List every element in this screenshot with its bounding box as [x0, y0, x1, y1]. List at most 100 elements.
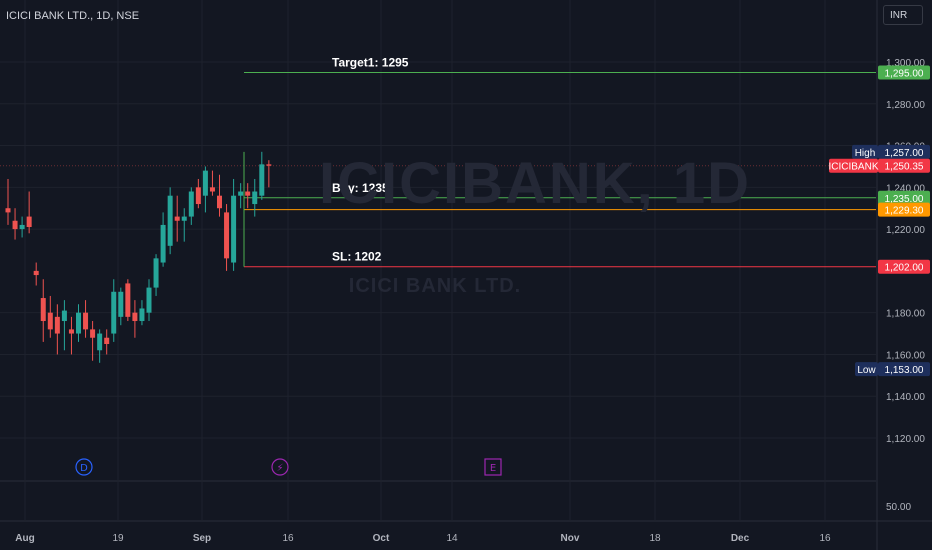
candle — [97, 329, 103, 363]
candle — [47, 295, 53, 338]
candle-body — [111, 291, 117, 334]
y-tick-label: 1,280.00 — [886, 100, 925, 111]
entry-price-tag-text: 1,235.00 — [885, 194, 924, 205]
event-marker-text: D — [80, 463, 88, 474]
high-side-tag: High — [852, 144, 878, 159]
symbol-side-tag-bg — [829, 158, 878, 173]
prev-close-tag: 1,229.30 — [878, 202, 930, 217]
candle-body — [174, 216, 180, 221]
candle-body — [19, 224, 25, 230]
candle — [118, 287, 124, 326]
event-marker: ⚡ — [271, 458, 289, 476]
candle-body — [209, 187, 215, 192]
last-price-tag-bg — [878, 158, 930, 173]
x-tick-label: 18 — [649, 533, 661, 544]
last-price-tag-text: 1,250.35 — [885, 162, 924, 173]
candle-body — [188, 191, 194, 217]
x-tick-label: 14 — [446, 533, 458, 544]
candle — [245, 183, 251, 209]
level-lines: Target1: 1295 Buy: 1235 SL: 1202 — [0, 55, 876, 268]
high-price-tag: 1,257.00 — [878, 144, 930, 159]
currency-button[interactable]: INR — [883, 5, 923, 25]
candle — [266, 160, 272, 188]
candle-body — [61, 310, 67, 322]
candle — [259, 151, 265, 200]
candle — [104, 329, 110, 355]
x-tick-label: 19 — [112, 533, 124, 544]
candle — [111, 279, 117, 342]
chart-title: ICICI BANK LTD., 1D, NSE — [6, 10, 140, 22]
candle-body — [5, 208, 11, 213]
dividend-icon — [75, 458, 93, 476]
candle-body — [231, 195, 237, 263]
entry-price-tag-bg — [878, 190, 930, 205]
candle — [12, 208, 18, 240]
price-axis: 1,300.001,280.001,260.001,240.001,220.00… — [886, 58, 925, 513]
candle-body — [167, 195, 173, 246]
y-tick-label: 1,220.00 — [886, 225, 925, 236]
y-tick-label: 1,240.00 — [886, 183, 925, 194]
candle-body — [181, 216, 187, 221]
low-side-tag-text: Low — [857, 365, 876, 376]
candle-body — [125, 283, 131, 317]
candle-body — [54, 316, 60, 334]
candle-body — [90, 329, 96, 338]
candle-body — [153, 258, 159, 288]
y-tick-label: 1,140.00 — [886, 392, 925, 403]
candle-body — [118, 291, 124, 317]
target-label: Target1: 1295 — [332, 55, 409, 69]
stop-price-tag-text: 1,202.00 — [885, 263, 924, 274]
low-side-tag-bg — [855, 362, 878, 377]
candle — [188, 187, 194, 225]
low-side-tag: Low — [855, 362, 878, 377]
candle-body — [40, 298, 46, 322]
candle-body — [252, 191, 258, 205]
event-marker: D — [75, 458, 93, 476]
candle-body — [266, 164, 272, 166]
x-tick-label: Sep — [193, 533, 211, 544]
candle — [68, 316, 74, 355]
candle — [19, 216, 25, 238]
entry-price-tag: 1,235.00 — [878, 190, 930, 205]
volume-axis-label: 50.00 — [886, 502, 911, 513]
candle — [83, 300, 89, 338]
candle-body — [83, 312, 89, 330]
candle — [153, 254, 159, 296]
candle — [125, 279, 131, 322]
candle — [132, 300, 138, 338]
x-tick-label: 16 — [819, 533, 831, 544]
candle — [181, 208, 187, 242]
earnings-icon — [484, 458, 502, 476]
high-side-tag-bg — [852, 144, 878, 159]
candle — [146, 279, 152, 322]
candle — [202, 166, 208, 213]
stop-price-tag-bg — [878, 259, 930, 274]
event-marker: E — [484, 458, 502, 476]
candle-body — [33, 270, 39, 276]
candle-body — [202, 170, 208, 196]
y-tick-label: 1,160.00 — [886, 350, 925, 361]
x-tick-label: Nov — [561, 533, 580, 544]
high-price-tag-text: 1,257.00 — [885, 148, 924, 159]
symbol-watermark: ICICIBANK, 1D — [318, 151, 752, 216]
candle — [167, 187, 173, 255]
name-watermark: ICICI BANK LTD. — [348, 275, 522, 297]
candles — [5, 151, 272, 363]
candle-body — [245, 191, 251, 196]
symbol-side-tag: ICICIBANK — [828, 158, 879, 173]
last-price-tag: 1,250.35 — [878, 158, 930, 173]
time-axis: Aug 19 Sep 16 Oct 14 Nov 18 Dec 16 — [15, 533, 831, 544]
candle — [217, 174, 222, 217]
high-price-tag-bg — [878, 144, 930, 159]
candle-body — [12, 220, 18, 230]
stop-label: SL: 1202 — [332, 250, 382, 264]
high-side-tag-text: High — [855, 148, 876, 159]
x-tick-label: Dec — [731, 533, 750, 544]
event-marker-text: ⚡ — [276, 463, 283, 474]
entry-label: Buy: 1235 — [332, 181, 389, 195]
candle-body — [26, 216, 32, 228]
target-price-tag: 1,295.00 — [878, 65, 930, 80]
candle — [26, 191, 32, 234]
